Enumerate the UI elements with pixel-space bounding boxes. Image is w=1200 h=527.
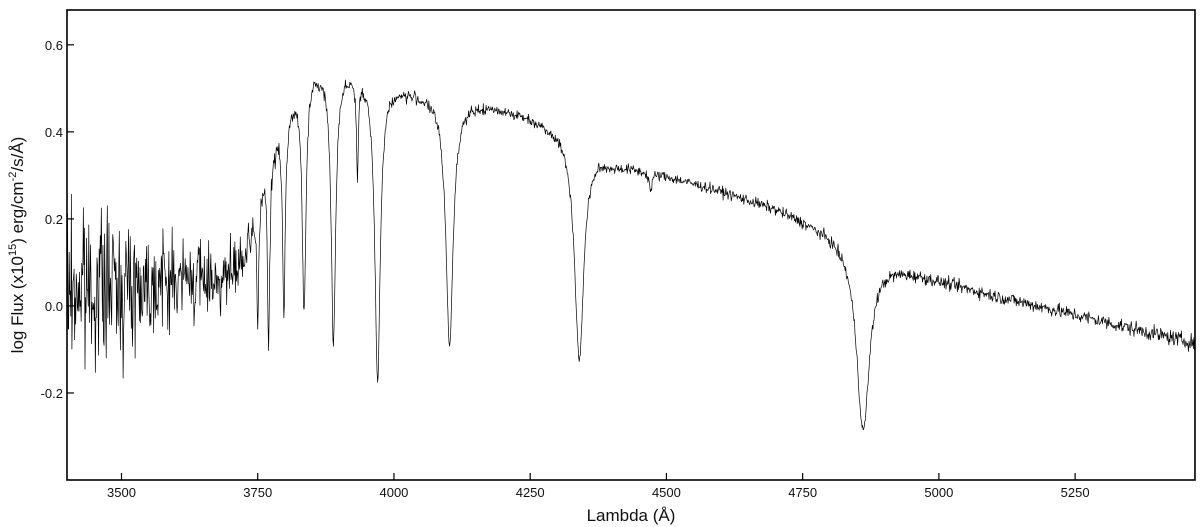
x-tick-label: 5000: [924, 485, 953, 500]
x-tick-label: 4250: [516, 485, 545, 500]
y-tick-label: 0.6: [45, 38, 63, 53]
y-tick-label: 0.0: [45, 299, 63, 314]
spectrum-line: [66, 79, 1196, 431]
y-axis-label-sup2: -2: [7, 172, 19, 182]
x-tick-label: 5250: [1061, 485, 1090, 500]
y-tick-label: -0.2: [41, 386, 63, 401]
y-axis-label-post: /s/Å): [8, 137, 27, 172]
x-tick-label: 4750: [788, 485, 817, 500]
y-axis-label-pre: log Flux (x10: [8, 256, 27, 353]
plot-frame: [66, 9, 1196, 481]
y-axis-label-sup1: 15: [7, 244, 19, 256]
y-axis-label-mid: ) erg/cm: [8, 181, 27, 243]
x-axis-label: Lambda (Å): [587, 506, 676, 525]
y-tick-label: 0.4: [45, 125, 63, 140]
x-tick-label: 3750: [243, 485, 272, 500]
y-tick-label: 0.2: [45, 212, 63, 227]
x-tick-label: 3500: [107, 485, 136, 500]
x-tick-label: 4500: [652, 485, 681, 500]
axis-ticks: 3500 3750 4000 4250 4500 4750 5000 5250 -0.2 0.0 0…: [41, 38, 1090, 500]
x-tick-label: 4000: [379, 485, 408, 500]
y-axis-label: log Flux (x1015) erg/cm-2/s/Å): [7, 137, 27, 354]
